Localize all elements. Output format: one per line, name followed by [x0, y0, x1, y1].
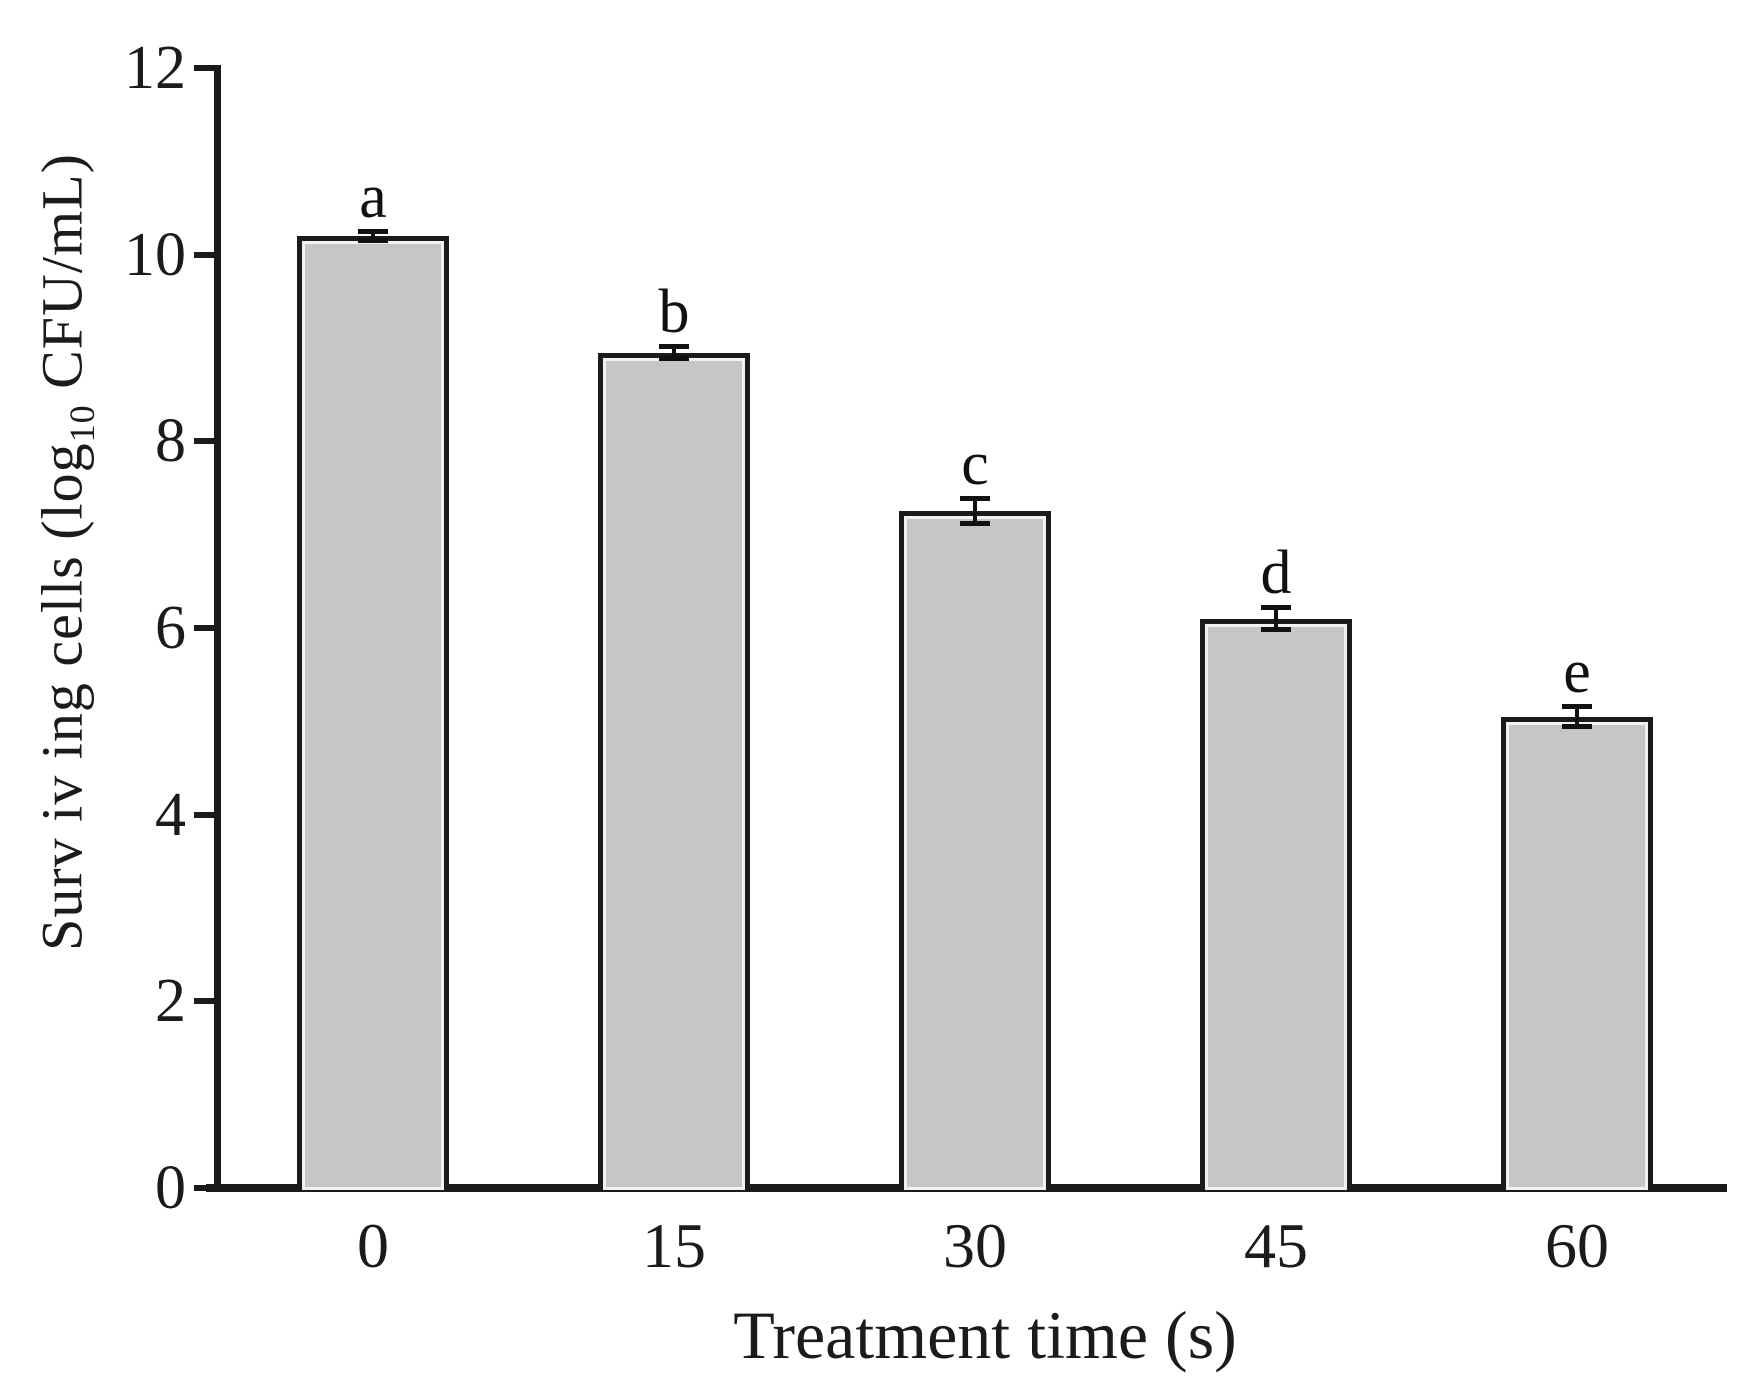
y-tick-mark: [194, 1185, 216, 1191]
y-tick-label: 12: [124, 34, 186, 102]
significance-letter: c: [961, 430, 989, 499]
significance-letter: b: [658, 278, 690, 347]
error-bar-top-cap: [1261, 605, 1291, 611]
y-tick-label: 8: [155, 407, 186, 476]
error-bar-bottom-cap: [358, 237, 388, 243]
bar: [899, 511, 1051, 1190]
error-bar: [1575, 706, 1579, 727]
y-tick-label: 10: [124, 220, 186, 289]
error-bar-bottom-cap: [960, 521, 990, 527]
error-bar-bottom-cap: [1261, 626, 1291, 632]
bar: [598, 352, 750, 1190]
y-tick-mark: [194, 65, 216, 71]
bar: [1501, 716, 1653, 1190]
y-tick-label: 2: [155, 967, 186, 1036]
y-tick-mark: [194, 625, 216, 631]
significance-letter: d: [1260, 539, 1292, 608]
x-tick-label: 45: [1244, 1210, 1308, 1281]
significance-letter: a: [359, 163, 387, 232]
x-tick-label: 30: [943, 1210, 1007, 1281]
significance-letter: e: [1563, 638, 1591, 707]
error-bar: [1274, 607, 1278, 630]
error-bar: [371, 231, 375, 241]
error-bar-top-cap: [358, 229, 388, 235]
error-bar-top-cap: [659, 344, 689, 350]
y-tick-mark: [194, 811, 216, 818]
error-bar: [973, 498, 977, 525]
bar: [297, 236, 449, 1190]
y-tick-label: 6: [155, 594, 186, 662]
error-bar-bottom-cap: [1562, 723, 1592, 729]
y-tick-mark: [194, 251, 216, 258]
y-tick-mark: [194, 438, 216, 445]
x-tick-label: 60: [1545, 1210, 1609, 1281]
error-bar: [672, 346, 676, 360]
y-tick-label: 4: [155, 780, 186, 849]
x-tick-label: 0: [357, 1210, 389, 1281]
error-bar-top-cap: [960, 496, 990, 502]
bar: [1200, 618, 1352, 1190]
y-tick-mark: [194, 998, 216, 1005]
y-tick-label: 0: [155, 1154, 186, 1222]
x-tick-label: 15: [642, 1210, 706, 1281]
error-bar-top-cap: [1562, 704, 1592, 710]
y-axis-line: [214, 65, 221, 1192]
error-bar-bottom-cap: [659, 356, 689, 362]
x-axis-title: Treatment time (s): [733, 1297, 1237, 1373]
